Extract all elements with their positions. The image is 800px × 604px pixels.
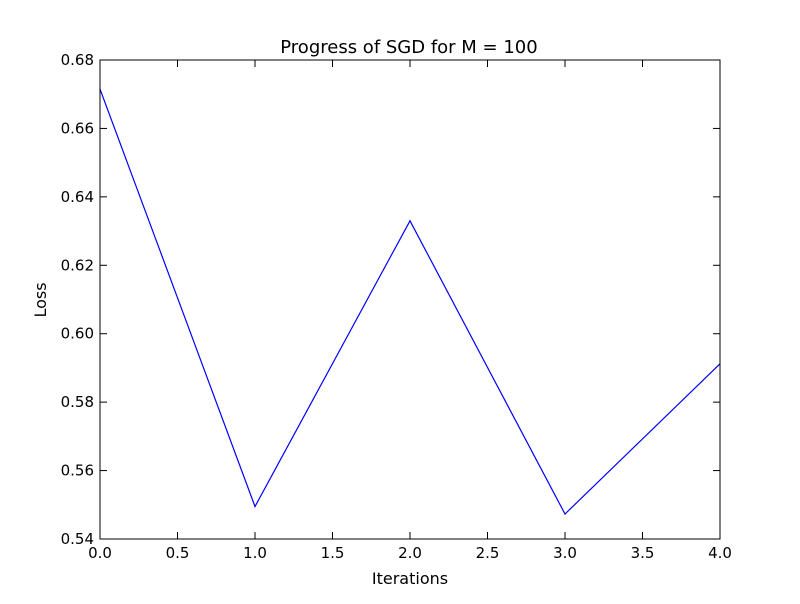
plot-frame (99, 59, 721, 540)
y-tick-label: 0.66 (61, 119, 94, 137)
x-tick-label: 2.0 (398, 544, 422, 562)
tick-labels: 0.0 0.5 1.0 1.5 2.0 2.5 3.0 3.5 4.0 0.54 0.56 0.58 0… (61, 51, 732, 562)
series-line-0 (99, 88, 721, 516)
plot-area (99, 88, 721, 516)
axis-ticks (99, 59, 721, 540)
x-tick-label: 0.5 (166, 544, 190, 562)
y-tick-label: 0.58 (61, 393, 94, 411)
x-tick-label: 3.5 (631, 544, 655, 562)
x-axis-title: Iterations (372, 569, 448, 588)
y-axis-title: Loss (31, 282, 50, 317)
y-tick-label: 0.56 (61, 462, 94, 480)
chart-title: Progress of SGD for M = 100 (280, 37, 537, 58)
y-tick-label: 0.54 (61, 530, 94, 548)
x-tick-label: 2.5 (476, 544, 500, 562)
data-point (409, 220, 411, 222)
y-tick-label: 0.60 (61, 325, 94, 343)
y-tick-label: 0.64 (61, 188, 94, 206)
data-point (254, 505, 256, 508)
y-tick-label: 0.62 (61, 256, 94, 274)
x-tick-label: 0.0 (88, 544, 112, 562)
x-tick-label: 3.0 (553, 544, 577, 562)
data-point (564, 513, 566, 515)
x-tick-label: 1.0 (243, 544, 267, 562)
x-tick-label: 4.0 (708, 544, 732, 562)
y-tick-label: 0.68 (61, 51, 94, 69)
x-tick-label: 1.5 (321, 544, 345, 562)
